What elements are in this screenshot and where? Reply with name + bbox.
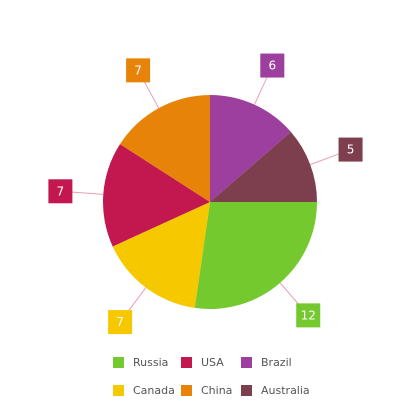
data-label-russia: 12 — [301, 308, 316, 322]
data-label-box-china — [126, 58, 151, 83]
data-label-canada: 7 — [116, 315, 124, 329]
legend-swatch-brazil — [241, 357, 252, 368]
legend-item-brazil[interactable]: Brazil — [241, 356, 321, 369]
legend-swatch-russia — [113, 357, 124, 368]
data-label-china: 7 — [134, 63, 142, 77]
data-label-australia: 5 — [347, 143, 355, 157]
legend-item-china[interactable]: China — [181, 384, 241, 397]
legend-label-canada: Canada — [133, 384, 175, 397]
pie-slice-usa[interactable] — [103, 144, 210, 247]
data-label-usa: 7 — [57, 184, 65, 198]
legend-swatch-australia — [241, 385, 252, 396]
legend-item-usa[interactable]: USA — [181, 356, 241, 369]
data-label-box-canada — [108, 310, 133, 335]
legend-swatch-canada — [113, 385, 124, 396]
legend-swatch-usa — [181, 357, 192, 368]
legend-swatch-china — [181, 385, 192, 396]
pie-slice-canada[interactable] — [112, 202, 210, 308]
legend-label-russia: Russia — [133, 356, 169, 369]
chart-legend: Russia USA Brazil Canada China Australia — [113, 356, 343, 397]
legend-label-usa: USA — [201, 356, 224, 369]
pie-slice-china[interactable] — [119, 95, 210, 202]
data-label-brazil: 6 — [268, 59, 276, 73]
data-label-box-brazil — [260, 53, 285, 78]
data-label-box-usa — [48, 179, 73, 204]
legend-item-australia[interactable]: Australia — [241, 384, 321, 397]
legend-item-canada[interactable]: Canada — [113, 384, 181, 397]
legend-label-brazil: Brazil — [261, 356, 292, 369]
legend-item-russia[interactable]: Russia — [113, 356, 181, 369]
pie-slice-australia[interactable] — [210, 131, 317, 202]
pie-slice-brazil[interactable] — [210, 95, 291, 202]
legend-label-china: China — [201, 384, 233, 397]
data-label-box-russia — [296, 303, 321, 328]
legend-label-australia: Australia — [261, 384, 310, 397]
pie-slice-russia[interactable] — [194, 202, 317, 309]
data-label-box-australia — [338, 137, 363, 162]
